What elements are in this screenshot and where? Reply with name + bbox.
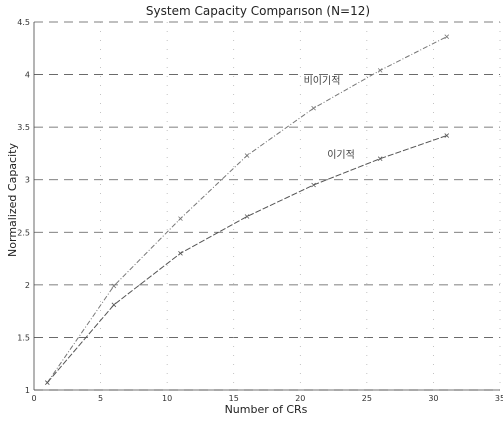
data-point	[377, 156, 383, 161]
x-tick-label: 15	[229, 394, 239, 403]
x-tick-label: 5	[98, 394, 103, 403]
y-tick-label: 3	[25, 176, 30, 185]
series-line	[46, 135, 447, 383]
data-point	[45, 380, 50, 385]
x-tick-label: 25	[362, 394, 372, 403]
x-tick-label: 0	[31, 394, 36, 403]
x-tick-label: 10	[162, 394, 172, 403]
chart-title: System Capacity Comparıson (N=12)	[146, 4, 370, 18]
y-tick-label: 1	[25, 386, 30, 395]
data-point	[444, 34, 450, 40]
y-tick-label: 4.5	[17, 18, 30, 27]
data-point	[311, 182, 316, 188]
y-tick-label: 2.5	[17, 228, 30, 237]
y-axis-label: Normalized Capacity	[6, 143, 19, 257]
data-point	[111, 283, 117, 289]
data-point	[311, 105, 316, 111]
x-axis-label: Number of CRs	[225, 403, 308, 416]
data-point	[244, 214, 250, 219]
data-point	[244, 153, 250, 158]
x-tick-label: 35	[495, 394, 503, 403]
data-point	[377, 68, 383, 73]
y-tick-label: 4	[25, 71, 30, 80]
data-point	[178, 216, 183, 221]
y-tick-label: 1.5	[17, 333, 30, 342]
x-tick-label: 20	[295, 394, 305, 403]
y-tick-label: 2	[25, 281, 30, 290]
x-tick-label: 30	[428, 394, 438, 403]
y-tick-label: 3.5	[17, 123, 30, 132]
series-label: 이기적	[327, 149, 355, 161]
data-point	[444, 133, 450, 138]
data-point	[178, 251, 183, 256]
data-point	[111, 302, 117, 308]
series-label: 비이기적	[304, 75, 341, 87]
series-line	[46, 36, 447, 383]
